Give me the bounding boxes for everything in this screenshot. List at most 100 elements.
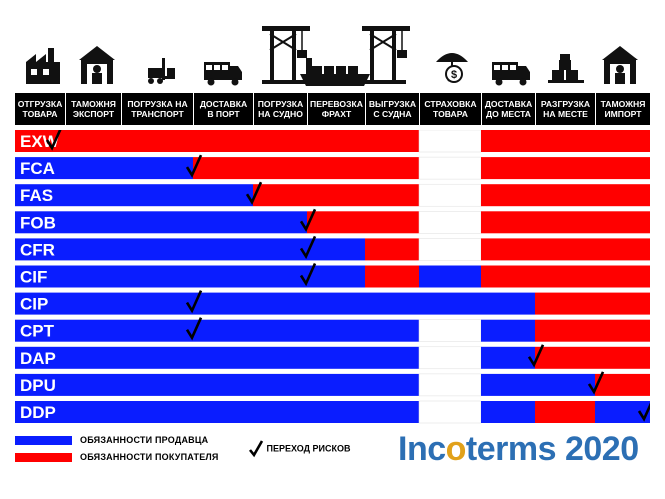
segment-dpu-1	[65, 373, 121, 396]
customs-warehouse-icon	[77, 42, 119, 84]
segment-dpu-2	[121, 373, 193, 396]
segment-fas-0	[15, 184, 65, 207]
segment-fca-8	[481, 157, 535, 180]
segment-fob-6	[365, 211, 419, 234]
segment-cfr-6	[365, 238, 419, 261]
column-header-0: ОТГРУЗКА ТОВАРА	[17, 99, 63, 119]
segment-fca-7	[418, 156, 482, 180]
term-label-cfr: CFR	[20, 240, 55, 259]
term-label-cpt: CPT	[20, 322, 55, 341]
port-crane-icon	[362, 20, 410, 86]
segment-fca-5	[307, 157, 365, 180]
legend-seller-label: ОБЯЗАННОСТИ ПРОДАВЦА	[80, 435, 209, 445]
segment-dap-0	[15, 346, 65, 369]
legend-seller-swatch	[15, 436, 72, 445]
segment-cif-8	[481, 265, 535, 288]
risk-transfer-checkmark-cpt	[185, 317, 203, 341]
segment-fas-2	[121, 184, 193, 207]
segment-cpt-1	[65, 319, 121, 342]
segment-cif-3	[193, 265, 253, 288]
segment-ddp-5	[307, 401, 365, 423]
segment-cpt-3	[193, 319, 253, 342]
term-label-fas: FAS	[20, 186, 53, 205]
legend-buyer-swatch	[15, 453, 72, 462]
segment-fas-5	[307, 184, 365, 207]
segment-exw-7	[418, 129, 482, 153]
segment-dap-2	[121, 346, 193, 369]
term-label-cif: CIF	[20, 268, 47, 287]
segment-cfr-7	[418, 238, 482, 261]
segment-dap-6	[365, 346, 419, 369]
segment-fas-7	[418, 183, 482, 207]
segment-cip-10	[595, 292, 650, 315]
segment-fob-8	[481, 211, 535, 234]
risk-transfer-checkmark-cfr	[299, 235, 317, 260]
term-label-dap: DAP	[20, 349, 56, 368]
segment-fca-9	[535, 157, 595, 180]
segment-cip-9	[535, 292, 595, 315]
truck-icon	[202, 50, 244, 86]
term-label-ddp: DDP	[20, 403, 56, 422]
segment-cip-3	[193, 292, 253, 315]
insurance-umbrella-icon: $	[432, 44, 472, 84]
segment-ddp-0	[15, 401, 65, 423]
column-header-10: ТАМОЖНЯ ИМПОРТ	[595, 93, 650, 125]
segment-cif-4	[253, 265, 307, 288]
segment-dpu-0	[15, 373, 65, 396]
term-label-dpu: DPU	[20, 376, 56, 395]
term-label-fca: FCA	[20, 159, 55, 178]
segment-dap-5	[307, 346, 365, 369]
risk-legend-label: ПЕРЕХОД РИСКОВ	[266, 443, 351, 454]
segment-fob-2	[121, 211, 193, 234]
segment-cpt-6	[365, 319, 419, 342]
column-header-2: ПОГРУЗКА НА ТРАНСПОРТ	[121, 93, 193, 125]
segment-fob-3	[193, 211, 253, 234]
segment-cpt-8	[481, 319, 535, 342]
segment-fob-5	[307, 211, 365, 234]
segment-exw-1	[65, 130, 121, 152]
risk-transfer-checkmark-cif	[299, 262, 317, 287]
segment-fas-9	[535, 184, 595, 207]
segment-fca-0	[15, 157, 65, 180]
legend-buyer-label: ОБЯЗАННОСТИ ПОКУПАТЕЛЯ	[80, 452, 219, 462]
segment-fob-7	[418, 211, 482, 234]
segment-fob-10	[595, 211, 650, 234]
segment-cpt-4	[253, 319, 307, 342]
segment-dpu-10	[595, 373, 650, 396]
column-header-7: СТРАХОВКА ТОВАРА	[419, 93, 481, 125]
segment-dap-8	[481, 346, 535, 369]
segment-cip-7	[419, 292, 481, 315]
segment-fas-4	[253, 184, 307, 207]
segment-cpt-10	[595, 319, 650, 342]
customs-warehouse-icon	[600, 42, 642, 84]
segment-cip-6	[365, 292, 419, 315]
segment-cfr-2	[121, 238, 193, 261]
segment-cip-5	[307, 292, 365, 315]
risk-transfer-checkmark-fob	[299, 208, 317, 233]
segment-cip-2	[121, 292, 193, 315]
segment-fas-8	[481, 184, 535, 207]
segment-dpu-4	[253, 373, 307, 396]
segment-cpt-7	[418, 319, 482, 342]
segment-fca-3	[193, 157, 253, 180]
segment-fca-10	[595, 157, 650, 180]
column-header-6: ВЫГРУЗКА С СУДНА	[365, 93, 419, 125]
term-label-fob: FOB	[20, 213, 56, 232]
incoterms-logo: Incoterms 2020	[398, 430, 639, 469]
segment-exw-10	[595, 130, 650, 152]
segment-dap-1	[65, 346, 121, 369]
segment-ddp-6	[365, 401, 419, 423]
segment-dpu-5	[307, 373, 365, 396]
segment-ddp-10	[595, 401, 650, 423]
segment-cfr-4	[253, 238, 307, 261]
risk-transfer-checkmark-dap	[527, 344, 545, 368]
segment-cfr-9	[535, 238, 595, 261]
segment-ddp-4	[253, 401, 307, 423]
segment-dpu-3	[193, 373, 253, 396]
segment-dap-4	[253, 346, 307, 369]
incoterms-table: EXW FCA FAS FOB CFR CIF CIP CPT DAP DPU DDP	[15, 127, 655, 430]
segment-exw-3	[193, 130, 253, 152]
segment-fob-1	[65, 211, 121, 234]
segment-dap-9	[535, 346, 595, 369]
